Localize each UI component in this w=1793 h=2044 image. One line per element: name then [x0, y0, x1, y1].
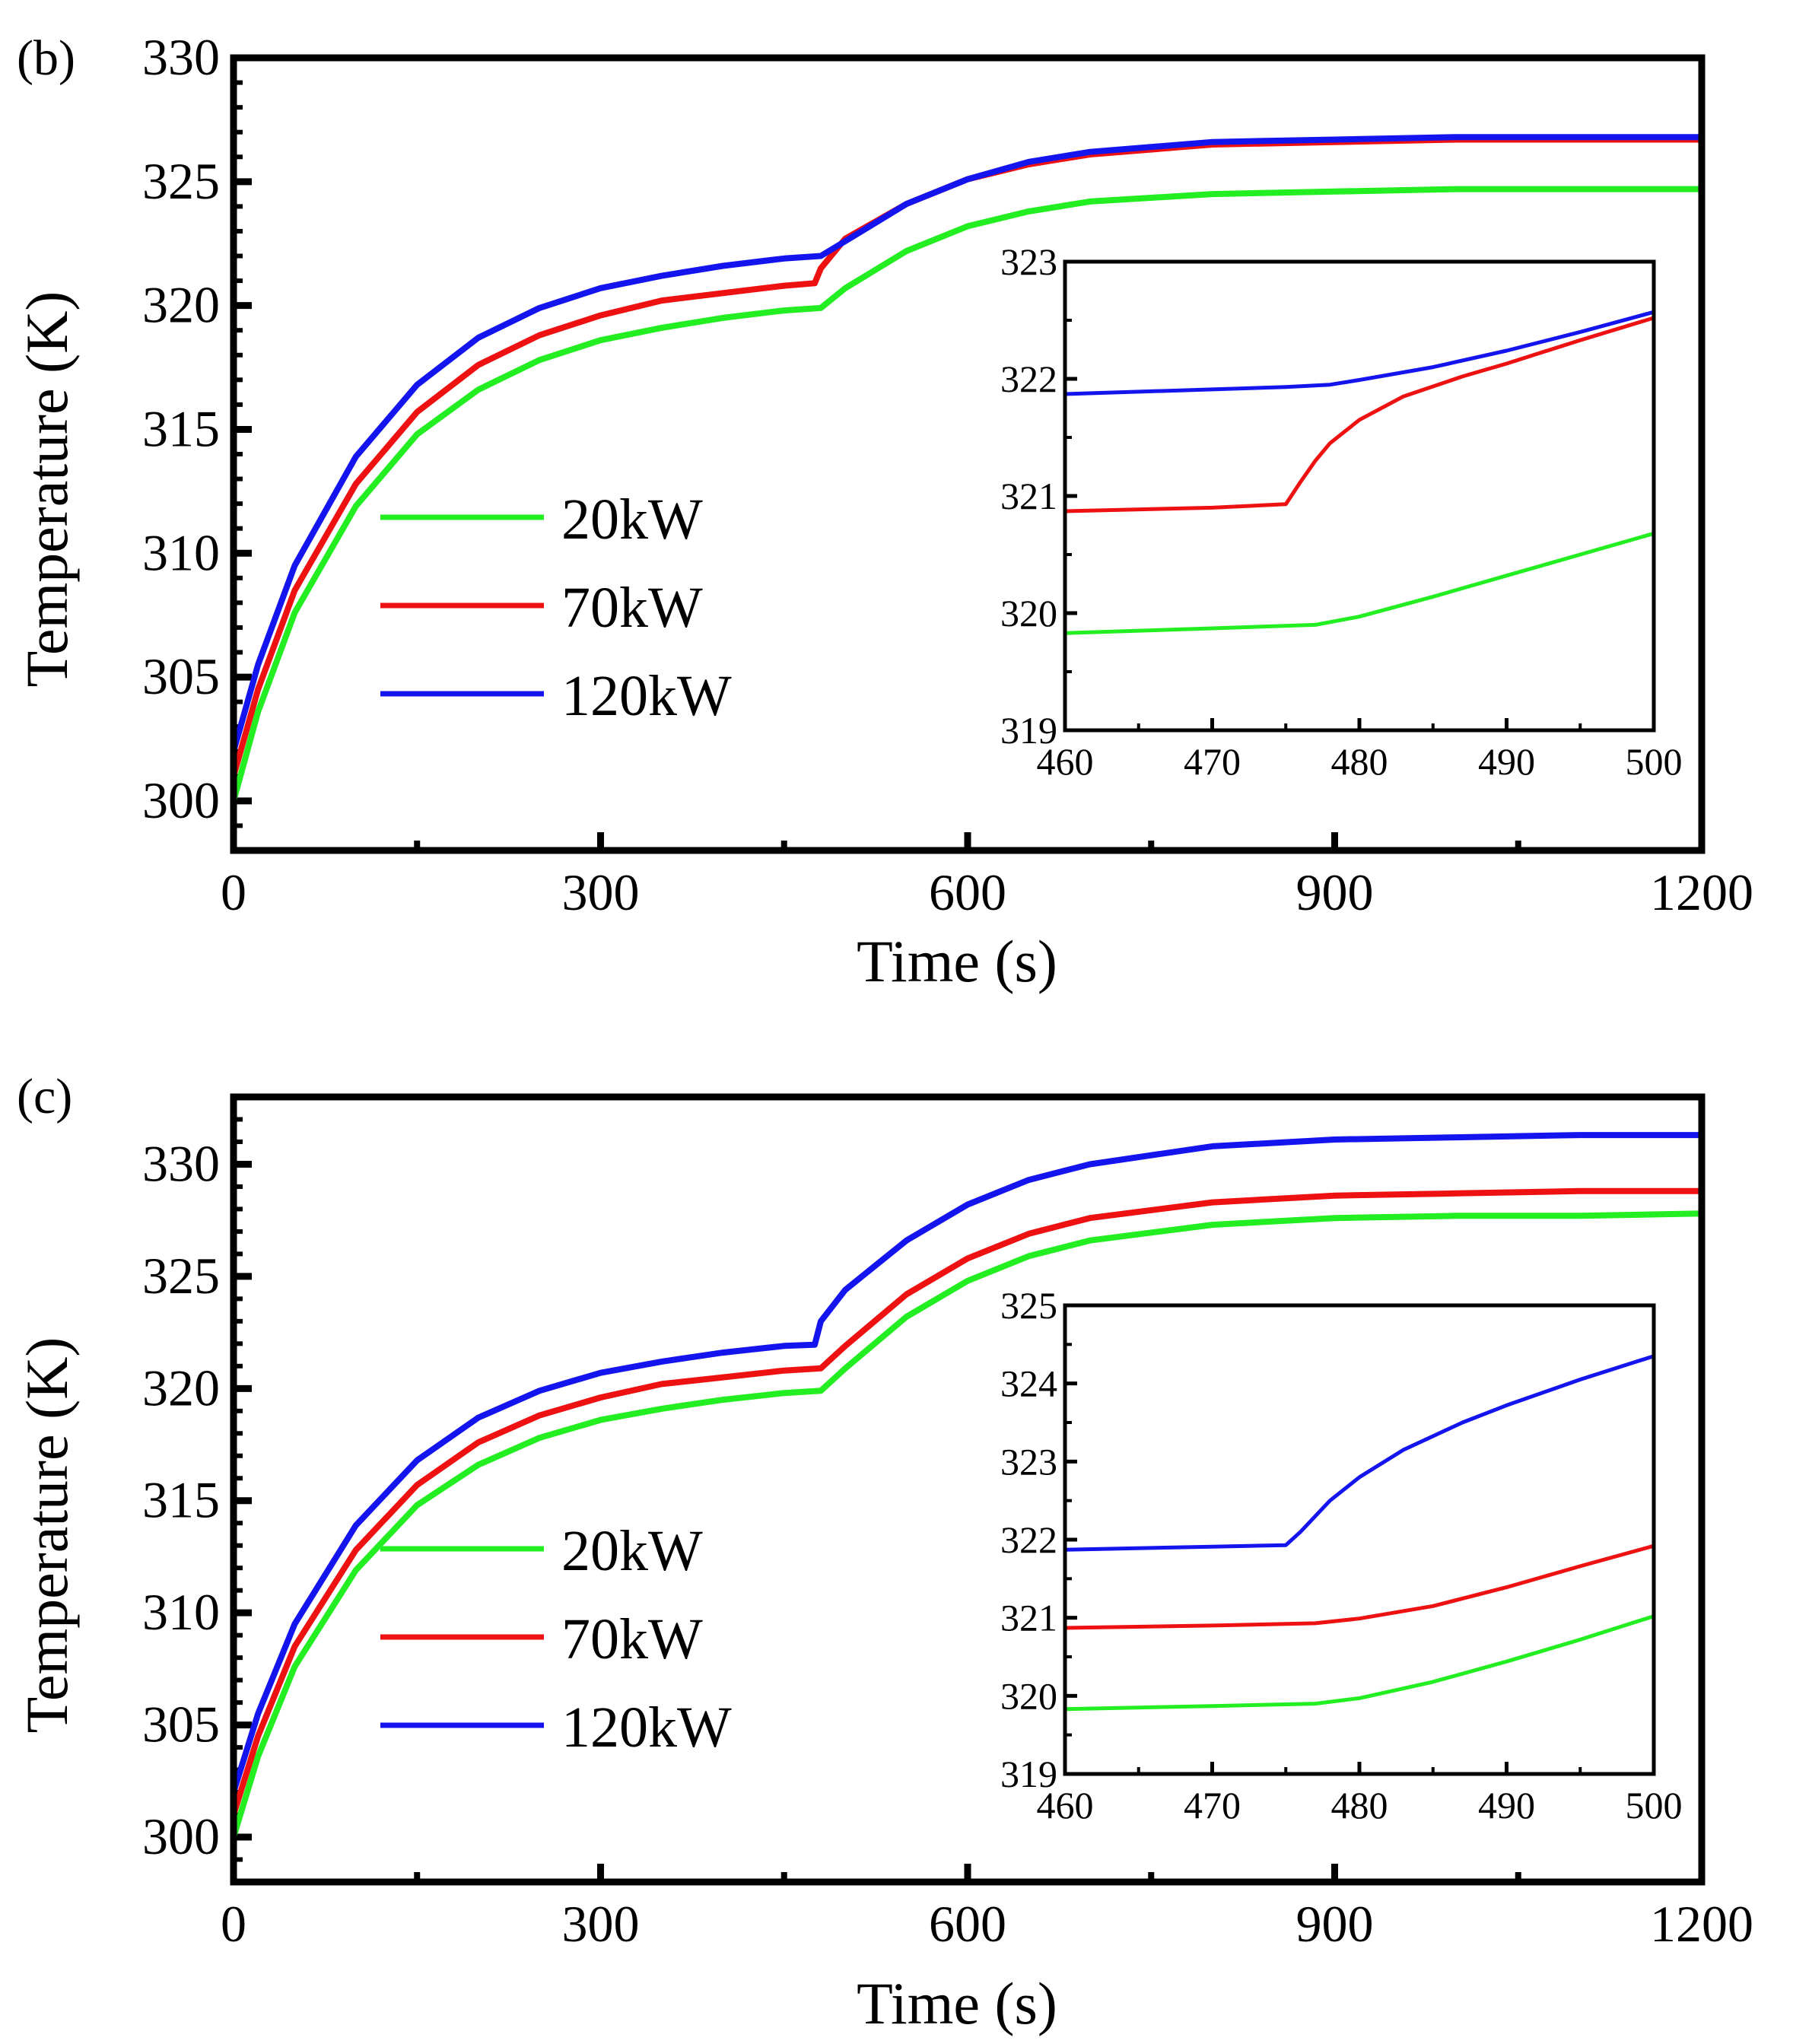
plot-frame [230, 1093, 1706, 1886]
x-axis-title: Time (s) [857, 1970, 1057, 2036]
x-tick-label: 0 [221, 863, 246, 921]
inset-y-tick-label: 325 [1000, 1284, 1057, 1327]
legend-label-20kw: 20kW [561, 488, 703, 552]
x-tick-label: 900 [1296, 863, 1374, 921]
x-tick-label: 300 [562, 863, 640, 921]
plot-frame [230, 54, 1706, 854]
inset-x-tick-label: 500 [1626, 740, 1683, 783]
y-tick-label: 315 [142, 1471, 220, 1529]
series-line-120kw [230, 1132, 1705, 1796]
inset-series-lines [1064, 310, 1655, 635]
y-tick-label: 310 [142, 1583, 220, 1641]
y-tick-label: 300 [142, 1807, 220, 1865]
series-line-120kw [230, 134, 1705, 755]
inset-y-tick-label: 322 [1000, 358, 1057, 400]
inset-y-tick-label: 319 [1000, 709, 1057, 752]
panel-label-b: (b) [17, 30, 75, 86]
inset-x-tick-label: 480 [1331, 740, 1388, 783]
series-line-70kw [230, 1187, 1705, 1818]
inset-x-tick-labels: 460 470 480 490 500 [1037, 1784, 1683, 1826]
inset-x-tick-label: 490 [1478, 1784, 1535, 1826]
y-tick-label: 305 [142, 1696, 220, 1753]
x-tick-label: 900 [1296, 1895, 1374, 1953]
x-tick-label: 600 [929, 863, 1006, 921]
x-tick-label: 300 [562, 1895, 640, 1953]
inset-y-tick-label: 321 [1000, 1597, 1057, 1639]
y-tick-label: 320 [142, 276, 220, 334]
inset-x-tick-label: 460 [1037, 740, 1094, 783]
inset-y-tick-label: 319 [1000, 1753, 1057, 1795]
inset-y-tick-label: 323 [1000, 240, 1057, 283]
inset-series-line-20kw [1064, 1614, 1655, 1712]
y-tick-label: 325 [142, 152, 220, 210]
y-tick-labels: 300 305 310 315 320 325 330 [142, 28, 220, 829]
inset-x-tick-label: 480 [1331, 1784, 1388, 1826]
legend: 20kW 70kW 120kW [380, 488, 732, 728]
y-tick-label: 325 [142, 1247, 220, 1305]
x-axis-title: Time (s) [857, 928, 1057, 994]
x-tick-labels: 0 300 600 900 1200 [221, 863, 1753, 921]
legend-label-20kw: 20kW [561, 1519, 703, 1583]
inset-x-tick-label: 470 [1184, 1784, 1241, 1826]
inset-x-tick-label: 500 [1626, 1784, 1683, 1826]
y-tick-label: 330 [142, 28, 220, 86]
legend-label-120kw: 120kW [561, 1696, 732, 1759]
inset-y-tick-labels: 319 320 321 322 323 324 325 [1000, 1284, 1057, 1795]
inset: 319 320 321 322 323 324 325 460 470 480 490 500 [1000, 1284, 1683, 1826]
inset: 319 320 321 322 323 460 470 480 490 500 [1000, 240, 1683, 783]
inset-y-tick-labels: 319 320 321 322 323 [1000, 240, 1057, 752]
inset-x-tick-label: 490 [1478, 740, 1535, 783]
series-lines [230, 1132, 1705, 1840]
legend-label-120kw: 120kW [561, 664, 732, 728]
inset-x-tick-label: 460 [1037, 1784, 1094, 1826]
y-axis-title: Temperature (K) [14, 291, 80, 688]
inset-y-tick-label: 322 [1000, 1518, 1057, 1561]
x-tick-label: 600 [929, 1895, 1006, 1953]
inset-series-line-120kw [1064, 310, 1655, 396]
y-tick-label: 300 [142, 771, 220, 829]
legend: 20kW 70kW 120kW [380, 1519, 732, 1759]
x-tick-label: 1200 [1650, 1895, 1753, 1953]
inset-y-tick-label: 321 [1000, 475, 1057, 517]
y-tick-label: 305 [142, 647, 220, 705]
inset-frame [1063, 1303, 1656, 1776]
legend-label-70kw: 70kW [561, 1607, 703, 1671]
y-tick-label: 320 [142, 1359, 220, 1416]
inset-series-line-70kw [1064, 316, 1655, 513]
x-tick-labels: 0 300 600 900 1200 [221, 1895, 1753, 1953]
inset-background [1065, 262, 1654, 730]
y-tick-labels: 300 305 310 315 320 325 330 [142, 1134, 220, 1865]
y-tick-label: 330 [142, 1134, 220, 1192]
inset-series-line-70kw [1064, 1543, 1655, 1630]
series-lines [230, 134, 1705, 804]
y-tick-label: 310 [142, 523, 220, 581]
x-tick-label: 0 [221, 1895, 246, 1953]
x-tick-label: 1200 [1650, 863, 1753, 921]
series-line-20kw [230, 186, 1705, 804]
inset-series-lines [1064, 1354, 1655, 1712]
inset-y-tick-label: 323 [1000, 1440, 1057, 1483]
inset-x-tick-label: 470 [1184, 740, 1241, 783]
inset-frame [1063, 259, 1656, 733]
inset-y-tick-label: 320 [1000, 1674, 1057, 1717]
inset-x-tick-labels: 460 470 480 490 500 [1037, 740, 1683, 783]
panel-label-c: (c) [17, 1069, 72, 1124]
inset-background [1065, 1305, 1654, 1774]
series-line-20kw [230, 1210, 1705, 1840]
inset-y-tick-label: 320 [1000, 592, 1057, 634]
legend-label-70kw: 70kW [561, 576, 703, 640]
inset-series-line-20kw [1064, 531, 1655, 635]
inset-y-tick-label: 324 [1000, 1362, 1057, 1405]
inset-series-line-120kw [1064, 1354, 1655, 1552]
y-axis-title: Temperature (K) [14, 1337, 80, 1734]
y-tick-label: 315 [142, 399, 220, 457]
